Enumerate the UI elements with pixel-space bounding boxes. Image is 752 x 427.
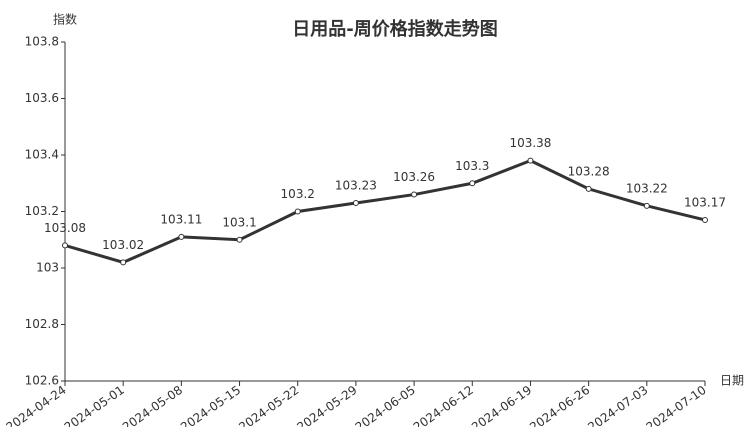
x-tick-label: 2024-06-26 (527, 383, 592, 427)
point (643, 202, 650, 209)
y-tick-label: 103.8 (25, 35, 59, 49)
x-tick-label: 2024-05-29 (294, 383, 359, 427)
data-label: 103.08 (44, 221, 86, 235)
x-axis-label: 日期 (720, 374, 744, 388)
point (585, 185, 592, 192)
x-tick-label: 2024-06-12 (411, 383, 476, 427)
data-label: 103.11 (160, 212, 202, 226)
point (702, 216, 708, 223)
x-tick-label: 2024-05-22 (236, 383, 301, 427)
data-label: 103.23 (335, 179, 377, 193)
x-tick-label: 2024-05-08 (120, 383, 185, 427)
y-tick-label: 102.6 (25, 374, 59, 388)
x-tick-label: 2024-05-15 (178, 383, 243, 427)
line (64, 159, 706, 264)
x-tick-label: 2024-06-05 (353, 383, 418, 427)
data-label: 103.3 (455, 159, 489, 173)
data-label: 103.2 (281, 187, 315, 201)
point (236, 236, 243, 243)
x-tick-label: 2024-07-10 (644, 383, 709, 427)
chart-title: 日用品-周价格指数走势图 (292, 18, 497, 40)
point (469, 180, 476, 187)
data-label: 103.17 (684, 195, 726, 209)
point (120, 259, 127, 266)
data-label: 103.02 (102, 238, 144, 252)
data-label: 103.22 (626, 181, 668, 195)
point (527, 157, 534, 164)
data-label: 103.1 (222, 215, 256, 229)
y-tick-label: 103 (36, 261, 59, 275)
x-tick-label: 2024-07-03 (585, 383, 650, 427)
y-tick-label: 103.6 (25, 91, 59, 105)
data-label: 103.38 (509, 136, 551, 150)
y-tick-label: 103.4 (25, 148, 59, 162)
point (411, 191, 418, 198)
x-tick-label: 2024-06-19 (469, 383, 534, 427)
data-label: 103.28 (568, 164, 610, 178)
x-tick-label: 2024-04-24 (4, 383, 69, 427)
y-axis-label: 指数 (53, 12, 77, 27)
x-tick-label: 2024-05-01 (62, 383, 127, 427)
point (178, 233, 185, 240)
point (62, 242, 68, 249)
y-tick-label: 102.8 (25, 317, 59, 331)
y-tick-label: 103.2 (25, 204, 59, 218)
data-label: 103.26 (393, 170, 435, 184)
point (294, 208, 301, 215)
point (352, 200, 359, 207)
